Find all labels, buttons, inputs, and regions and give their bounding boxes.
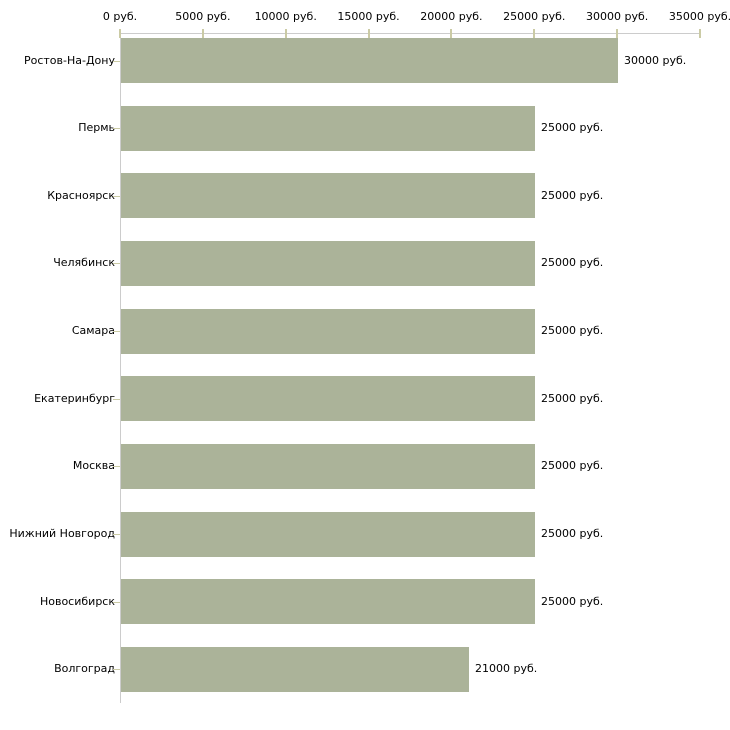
x-axis-tick-mark (284, 29, 287, 38)
category-label: Пермь (78, 121, 115, 135)
y-axis-tick-mark (113, 331, 120, 332)
bar (121, 240, 535, 286)
bar (121, 105, 535, 151)
y-axis-tick-mark (113, 534, 120, 535)
bar (121, 308, 535, 354)
x-axis-tick-label: 0 руб. (102, 10, 138, 23)
x-axis-tick-mark (119, 29, 121, 38)
x-axis-tick-label: 10000 руб. (254, 10, 317, 23)
value-label: 25000 руб. (541, 188, 604, 202)
category-label: Новосибирск (39, 594, 115, 608)
x-axis-tick-label: 5000 руб. (175, 10, 231, 23)
y-axis-tick-mark (113, 669, 120, 670)
y-axis-tick-mark (113, 602, 120, 603)
x-axis-tick-label: 15000 руб. (337, 10, 400, 23)
value-label: 25000 руб. (541, 391, 604, 405)
bar (121, 646, 469, 692)
bar (121, 38, 618, 83)
x-axis-tick-label: 25000 руб. (503, 10, 566, 23)
x-axis-line (120, 33, 701, 34)
value-label: 25000 руб. (541, 527, 604, 541)
value-label: 25000 руб. (541, 459, 604, 473)
value-label: 25000 руб. (541, 324, 604, 338)
category-label: Самара (71, 324, 115, 338)
y-axis-tick-mark (113, 128, 120, 129)
x-axis-tick-mark (201, 29, 204, 38)
x-axis-tick-mark (699, 29, 701, 38)
y-axis-tick-mark (113, 61, 120, 62)
value-label: 21000 руб. (475, 662, 538, 676)
y-axis-tick-mark (113, 466, 120, 467)
x-axis-tick-mark (450, 29, 453, 38)
category-label: Челябинск (53, 256, 115, 270)
value-label: 25000 руб. (541, 256, 604, 270)
x-axis-tick-label: 20000 руб. (420, 10, 483, 23)
value-label: 30000 руб. (624, 53, 687, 67)
category-label: Москва (72, 459, 115, 473)
x-axis-tick-label: 35000 руб. (668, 10, 730, 23)
category-label: Волгоград (54, 662, 115, 676)
bar (121, 173, 535, 219)
category-label: Нижний Новгород (9, 527, 115, 541)
x-axis-tick-label: 30000 руб. (586, 10, 649, 23)
bar (121, 376, 535, 422)
y-axis-line (120, 33, 121, 703)
value-label: 25000 руб. (541, 594, 604, 608)
bar (121, 443, 535, 489)
y-axis-tick-mark (113, 263, 120, 264)
bar (121, 511, 535, 557)
x-axis-tick-mark (616, 29, 619, 38)
x-axis-tick-mark (533, 29, 536, 38)
x-axis-tick-mark (367, 29, 370, 38)
category-label: Екатеринбург (34, 391, 115, 405)
value-label: 25000 руб. (541, 121, 604, 135)
category-label: Ростов-На-Дону (23, 53, 115, 67)
y-axis-tick-mark (113, 399, 120, 400)
category-label: Красноярск (47, 188, 115, 202)
y-axis-tick-mark (113, 196, 120, 197)
bar (121, 579, 535, 625)
